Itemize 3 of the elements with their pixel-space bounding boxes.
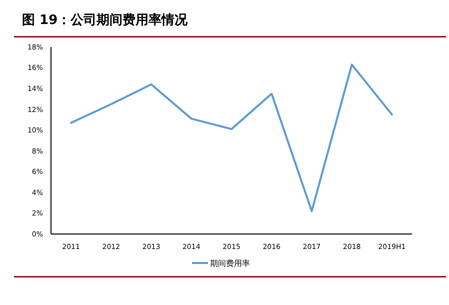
legend-label: 期间费用率 — [210, 258, 250, 268]
chart-title: 图 19：公司期间费用率情况 — [22, 12, 189, 28]
line-series — [70, 64, 393, 212]
